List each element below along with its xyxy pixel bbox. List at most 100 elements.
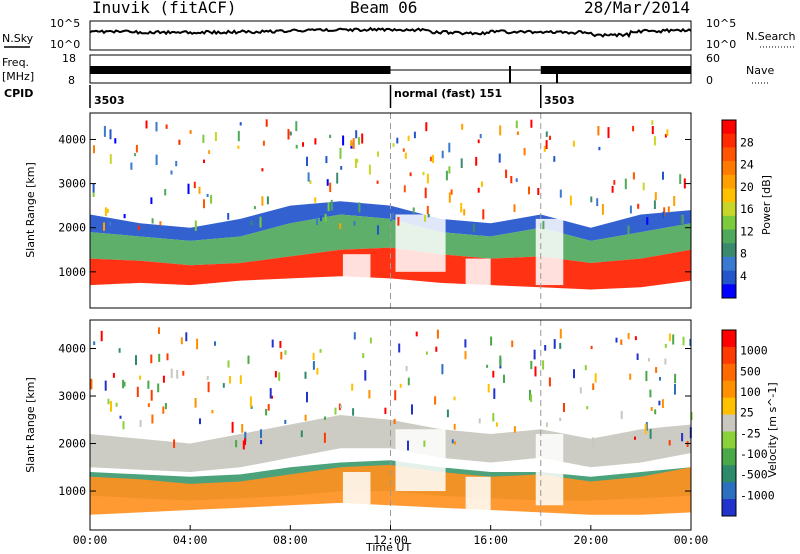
velocity-colorbar-swatch <box>722 380 736 399</box>
power-speck <box>202 134 205 143</box>
velocity-speck <box>441 364 444 375</box>
velocity-speck <box>542 360 545 370</box>
power-speck <box>193 181 196 189</box>
nave-tick-top: 60 <box>706 52 720 65</box>
velocity-speck <box>151 414 154 424</box>
velocity-speck <box>446 409 449 418</box>
power-speck <box>329 134 332 139</box>
power-gap-1 <box>535 218 564 286</box>
velocity-speck <box>364 370 367 381</box>
velocity-speck <box>162 375 165 383</box>
power-speck <box>208 150 211 154</box>
velocity-colorbar-tick: 25 <box>740 406 754 420</box>
velocity-speck <box>196 338 199 350</box>
freq-band-a <box>90 66 391 74</box>
power-speck <box>545 140 548 150</box>
power-speck <box>542 221 545 230</box>
power-speck <box>515 120 518 129</box>
power-colorbar-frame <box>721 119 737 299</box>
power-speck <box>106 208 109 213</box>
power-speck <box>93 145 95 154</box>
velocity-speck <box>425 351 428 355</box>
power-colorbar-swatch <box>722 202 736 217</box>
power-speck <box>237 130 240 142</box>
velocity-speck <box>304 414 307 421</box>
power-speck <box>651 120 654 125</box>
power-speck <box>460 158 463 169</box>
power-speck <box>402 148 405 152</box>
power-speck <box>510 176 513 184</box>
power-speck <box>477 187 480 193</box>
velocity-speck <box>340 404 343 409</box>
velocity-speck <box>464 339 467 348</box>
power-speck <box>353 220 356 226</box>
power-speck <box>287 129 290 140</box>
power-speck <box>151 218 154 224</box>
velocity-gap-2 <box>342 472 371 525</box>
velocity-ytick-label: 2000 <box>58 437 86 451</box>
power-speck <box>653 136 656 146</box>
power-speck <box>463 209 466 216</box>
velocity-speck <box>222 383 225 388</box>
power-speck <box>413 131 416 139</box>
velocity-speck <box>634 336 637 341</box>
velocity-speck <box>123 381 126 387</box>
power-gap-2 <box>342 254 371 303</box>
power-speck <box>450 189 453 195</box>
power-colorbar-tick: 12 <box>740 224 754 238</box>
velocity-speck <box>620 410 623 420</box>
power-speck <box>632 172 635 180</box>
power-speck <box>150 197 153 205</box>
velocity-speck <box>147 380 150 389</box>
velocity-speck <box>279 341 282 348</box>
nsky-panel <box>89 20 692 51</box>
power-speck <box>667 206 670 213</box>
power-speck <box>680 215 683 226</box>
velocity-speck <box>265 408 268 416</box>
x-tick-label: 12:00 <box>373 533 408 547</box>
power-speck <box>123 214 126 219</box>
freq-tick-bottom: 8 <box>68 74 75 87</box>
velocity-speck <box>239 375 242 384</box>
velocity-speck <box>271 395 273 399</box>
power-speck <box>607 127 610 139</box>
velocity-colorbar-swatch <box>722 397 736 416</box>
velocity-speck <box>393 418 396 424</box>
velocity-speck <box>338 403 341 411</box>
power-speck <box>237 145 240 149</box>
power-colorbar-swatch <box>722 256 736 272</box>
velocity-speck <box>394 390 397 401</box>
velocity-colorbar-swatch <box>722 414 736 432</box>
power-speck <box>339 147 342 159</box>
velocity-speck <box>316 367 319 375</box>
power-speck <box>103 125 106 137</box>
velocity-speck <box>229 376 231 384</box>
velocity-speck <box>312 352 315 361</box>
velocity-gap-1 <box>535 434 564 506</box>
velocity-speck <box>207 381 210 393</box>
velocity-speck <box>241 424 244 433</box>
velocity-colorbar-frame <box>721 329 737 517</box>
power-speck <box>104 207 107 216</box>
power-speck <box>637 203 640 209</box>
velocity-speck <box>689 338 692 346</box>
power-speck <box>448 192 451 203</box>
power-speck <box>392 143 395 147</box>
velocity-colorbar-swatch <box>722 363 736 382</box>
velocity-speck <box>368 390 371 399</box>
velocity-speck <box>592 383 595 391</box>
velocity-speck <box>559 328 562 339</box>
power-speck <box>427 214 430 218</box>
velocity-speck <box>545 422 548 428</box>
velocity-speck <box>247 355 250 364</box>
freq-tick-top: 18 <box>62 52 76 65</box>
velocity-speck <box>659 377 661 381</box>
velocity-speck <box>244 438 246 446</box>
velocity-speck <box>490 336 493 346</box>
velocity-speck <box>454 441 457 445</box>
velocity-speck <box>306 391 308 403</box>
x-tick-label: 00:00 <box>73 533 108 547</box>
velocity-speck <box>119 415 122 419</box>
velocity-speck <box>122 421 125 430</box>
power-speck <box>155 121 158 132</box>
